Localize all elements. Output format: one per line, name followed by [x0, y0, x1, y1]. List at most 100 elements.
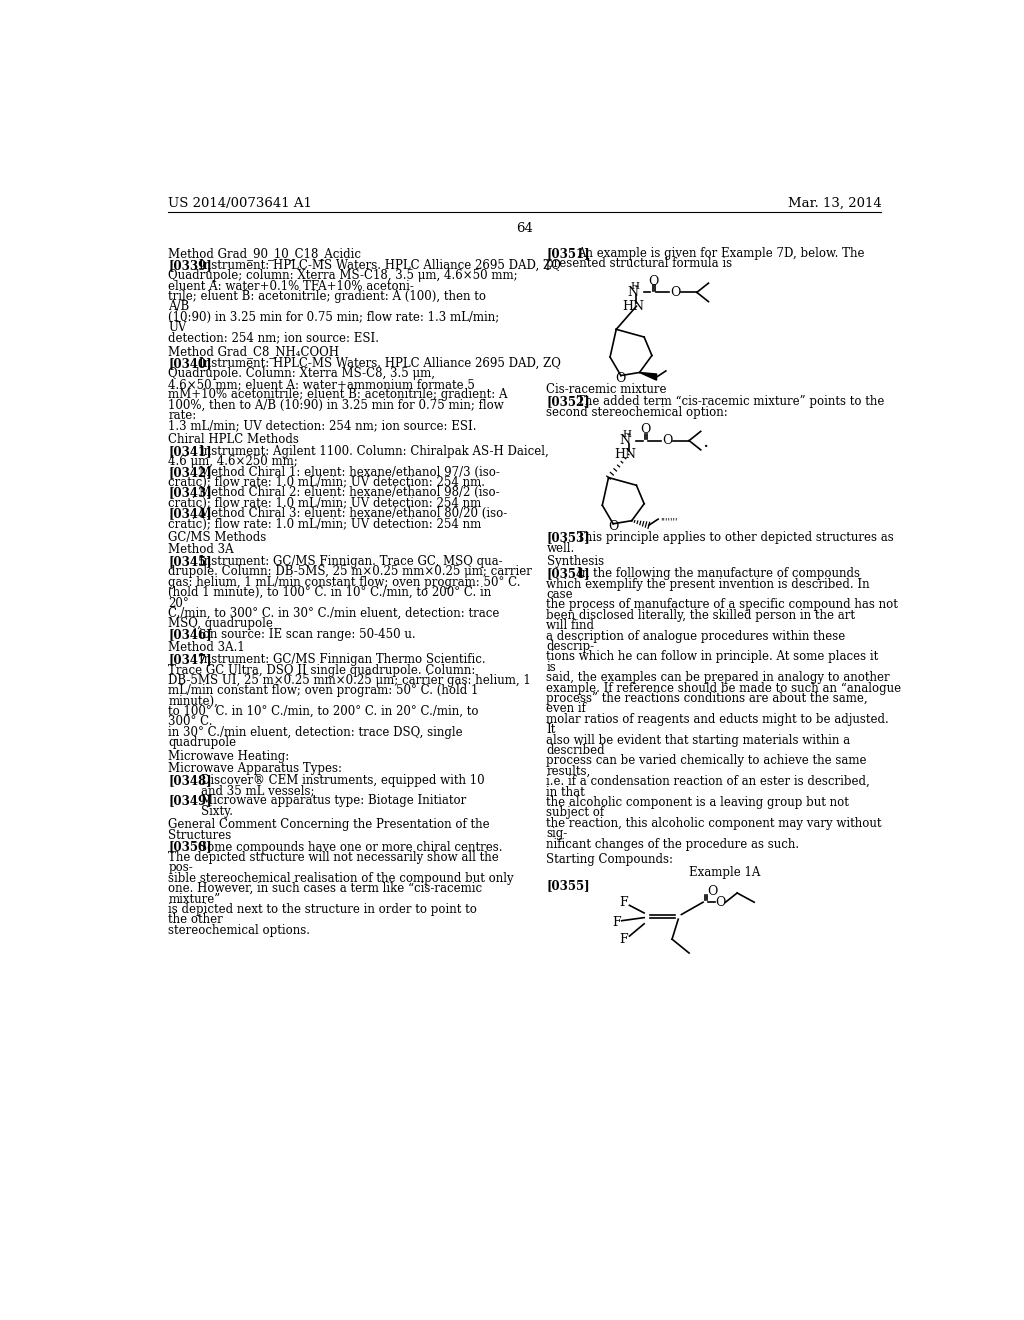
Text: process” the reactions conditions are about the same,: process” the reactions conditions are ab…	[547, 692, 868, 705]
Text: said, the examples can be prepared in analogy to another: said, the examples can be prepared in an…	[547, 671, 890, 684]
Text: O: O	[670, 286, 680, 298]
Text: and 35 mL vessels;: and 35 mL vessels;	[201, 784, 314, 797]
Text: minute),: minute),	[168, 694, 218, 708]
Text: Trace GC Ultra, DSQ II single quadrupole. Column:: Trace GC Ultra, DSQ II single quadrupole…	[168, 664, 476, 677]
Text: It: It	[547, 723, 556, 737]
Text: well.: well.	[547, 543, 574, 554]
Text: [0343]: [0343]	[168, 487, 212, 499]
Text: (hold 1 minute), to 100° C. in 10° C./min, to 200° C. in: (hold 1 minute), to 100° C. in 10° C./mi…	[168, 586, 492, 599]
Text: Structures: Structures	[168, 829, 231, 842]
Text: nificant changes of the procedure as such.: nificant changes of the procedure as suc…	[547, 838, 800, 850]
Text: [0352]: [0352]	[547, 395, 590, 408]
Text: case: case	[547, 589, 573, 601]
Text: 4.6×50 mm; eluent A: water+ammonium formate 5: 4.6×50 mm; eluent A: water+ammonium form…	[168, 378, 475, 391]
Text: the other: the other	[168, 913, 223, 927]
Text: [0344]: [0344]	[168, 507, 212, 520]
Text: Quadrupole. Column: Xterra MS-C8, 3.5 μm,: Quadrupole. Column: Xterra MS-C8, 3.5 μm…	[168, 367, 435, 380]
Text: O: O	[641, 424, 651, 437]
Text: [0355]: [0355]	[547, 879, 590, 892]
Text: [0351]: [0351]	[547, 247, 590, 260]
Text: GC/MS Methods: GC/MS Methods	[168, 531, 266, 544]
Text: [0349]: [0349]	[168, 795, 212, 808]
Text: process can be varied chemically to achieve the same: process can be varied chemically to achi…	[547, 755, 867, 767]
Text: O: O	[663, 434, 673, 447]
Text: Microwave Heating:: Microwave Heating:	[168, 750, 290, 763]
Text: HN: HN	[614, 447, 637, 461]
Text: [0341]: [0341]	[168, 445, 212, 458]
Text: An example is given for Example 7D, below. The: An example is given for Example 7D, belo…	[577, 247, 864, 260]
Text: also will be evident that starting materials within a: also will be evident that starting mater…	[547, 734, 851, 747]
Text: Starting Compounds:: Starting Compounds:	[547, 853, 674, 866]
Text: sig-: sig-	[547, 828, 567, 840]
Text: cratic); flow rate: 1.0 mL/min; UV detection: 254 nm: cratic); flow rate: 1.0 mL/min; UV detec…	[168, 496, 481, 510]
Text: [0346]: [0346]	[168, 628, 212, 640]
Text: DB-5MS UI, 25 m×0.25 mm×0.25 μm; carrier gas: helium, 1: DB-5MS UI, 25 m×0.25 mm×0.25 μm; carrier…	[168, 675, 531, 686]
Text: In the following the manufacture of compounds: In the following the manufacture of comp…	[577, 568, 860, 581]
Text: [0354]: [0354]	[547, 568, 590, 581]
Text: O: O	[648, 275, 658, 288]
Text: even if: even if	[547, 702, 587, 715]
Text: .: .	[702, 433, 709, 451]
Text: a description of analogue procedures within these: a description of analogue procedures wit…	[547, 630, 846, 643]
Text: The added term “cis-racemic mixture” points to the: The added term “cis-racemic mixture” poi…	[577, 395, 884, 408]
Text: will find: will find	[547, 619, 595, 632]
Text: molar ratios of reagents and educts might to be adjusted.: molar ratios of reagents and educts migh…	[547, 713, 889, 726]
Text: [0339]: [0339]	[168, 259, 212, 272]
Text: Instrument: HPLC-MS Waters. HPLC Alliance 2695 DAD, ZQ: Instrument: HPLC-MS Waters. HPLC Allianc…	[199, 259, 560, 272]
Text: Cis-racemic mixture: Cis-racemic mixture	[547, 383, 667, 396]
Text: mixture”: mixture”	[168, 892, 220, 906]
Text: N: N	[620, 434, 630, 447]
Text: O: O	[715, 896, 725, 908]
Text: in that: in that	[547, 785, 586, 799]
Text: General Comment Concerning the Presentation of the: General Comment Concerning the Presentat…	[168, 818, 489, 832]
Text: The depicted structure will not necessarily show all the: The depicted structure will not necessar…	[168, 851, 499, 865]
Text: (10:90) in 3.25 min for 0.75 min; flow rate: 1.3 mL/min;: (10:90) in 3.25 min for 0.75 min; flow r…	[168, 312, 500, 323]
Text: C./min, to 300° C. in 30° C./min eluent, detection: trace: C./min, to 300° C. in 30° C./min eluent,…	[168, 607, 500, 620]
Text: [0340]: [0340]	[168, 358, 212, 370]
Text: cratic); flow rate: 1.0 mL/min; UV detection: 254 nm: cratic); flow rate: 1.0 mL/min; UV detec…	[168, 517, 481, 531]
Text: Synthesis: Synthesis	[547, 556, 603, 569]
Text: F: F	[612, 916, 621, 929]
Text: Microwave Apparatus Types:: Microwave Apparatus Types:	[168, 762, 342, 775]
Text: tions which he can follow in principle. At some places it: tions which he can follow in principle. …	[547, 651, 879, 664]
Text: one. However, in such cases a term like “cis-racemic: one. However, in such cases a term like …	[168, 882, 482, 895]
Text: the reaction, this alcoholic component may vary without: the reaction, this alcoholic component m…	[547, 817, 882, 830]
Text: [0348]: [0348]	[168, 774, 212, 787]
Text: results,: results,	[547, 764, 591, 777]
Text: Method Chiral 1: eluent: hexane/ethanol 97/3 (iso-: Method Chiral 1: eluent: hexane/ethanol …	[199, 466, 500, 479]
Text: the alcoholic component is a leaving group but not: the alcoholic component is a leaving gro…	[547, 796, 849, 809]
Text: rate:: rate:	[168, 409, 197, 422]
Text: 100%, then to A/B (10:90) in 3.25 min for 0.75 min; flow: 100%, then to A/B (10:90) in 3.25 min fo…	[168, 399, 504, 412]
Text: trile; eluent B: acetonitrile; gradient: A (100), then to: trile; eluent B: acetonitrile; gradient:…	[168, 290, 486, 304]
Text: US 2014/0073641 A1: US 2014/0073641 A1	[168, 197, 312, 210]
Text: eluent A: water+0.1% TFA+10% acetoni-: eluent A: water+0.1% TFA+10% acetoni-	[168, 280, 414, 293]
Text: Method Chiral 2: eluent: hexane/ethanol 98/2 (iso-: Method Chiral 2: eluent: hexane/ethanol …	[199, 487, 499, 499]
Text: Chiral HPLC Methods: Chiral HPLC Methods	[168, 433, 299, 446]
Text: O: O	[608, 520, 618, 533]
Text: Method Grad_C8_NH₄COOH: Method Grad_C8_NH₄COOH	[168, 345, 339, 358]
Text: example. If reference should be made to such an “analogue: example. If reference should be made to …	[547, 681, 901, 694]
Text: O: O	[615, 372, 626, 385]
Text: HN: HN	[623, 300, 644, 313]
Text: Microwave apparatus type: Biotage Initiator: Microwave apparatus type: Biotage Initia…	[201, 795, 466, 808]
Text: 4.6 μm, 4.6×250 mm;: 4.6 μm, 4.6×250 mm;	[168, 455, 298, 469]
Text: Mar. 13, 2014: Mar. 13, 2014	[787, 197, 882, 210]
Text: UV: UV	[168, 321, 186, 334]
Text: Method Grad_90_10_C18_Acidic: Method Grad_90_10_C18_Acidic	[168, 247, 361, 260]
Text: ''''''': '''''''	[659, 517, 677, 527]
Text: Instrument: Agilent 1100. Column: Chiralpak AS-H Daicel,: Instrument: Agilent 1100. Column: Chiral…	[199, 445, 548, 458]
Text: This principle applies to other depicted structures as: This principle applies to other depicted…	[577, 532, 894, 544]
Text: subject of: subject of	[547, 807, 604, 820]
Text: [0353]: [0353]	[547, 532, 590, 544]
Text: descrip-: descrip-	[547, 640, 595, 653]
Text: Sixty.: Sixty.	[201, 805, 232, 818]
Text: N: N	[627, 286, 638, 298]
Text: ion source: IE scan range: 50-450 u.: ion source: IE scan range: 50-450 u.	[199, 628, 415, 640]
Text: [0342]: [0342]	[168, 466, 212, 479]
Text: is depicted next to the structure in order to point to: is depicted next to the structure in ord…	[168, 903, 477, 916]
Text: [0345]: [0345]	[168, 554, 212, 568]
Text: F: F	[620, 933, 629, 945]
Text: O: O	[708, 884, 718, 898]
Text: stereochemical options.: stereochemical options.	[168, 924, 310, 937]
Text: been disclosed literally, the skilled person in the art: been disclosed literally, the skilled pe…	[547, 609, 855, 622]
